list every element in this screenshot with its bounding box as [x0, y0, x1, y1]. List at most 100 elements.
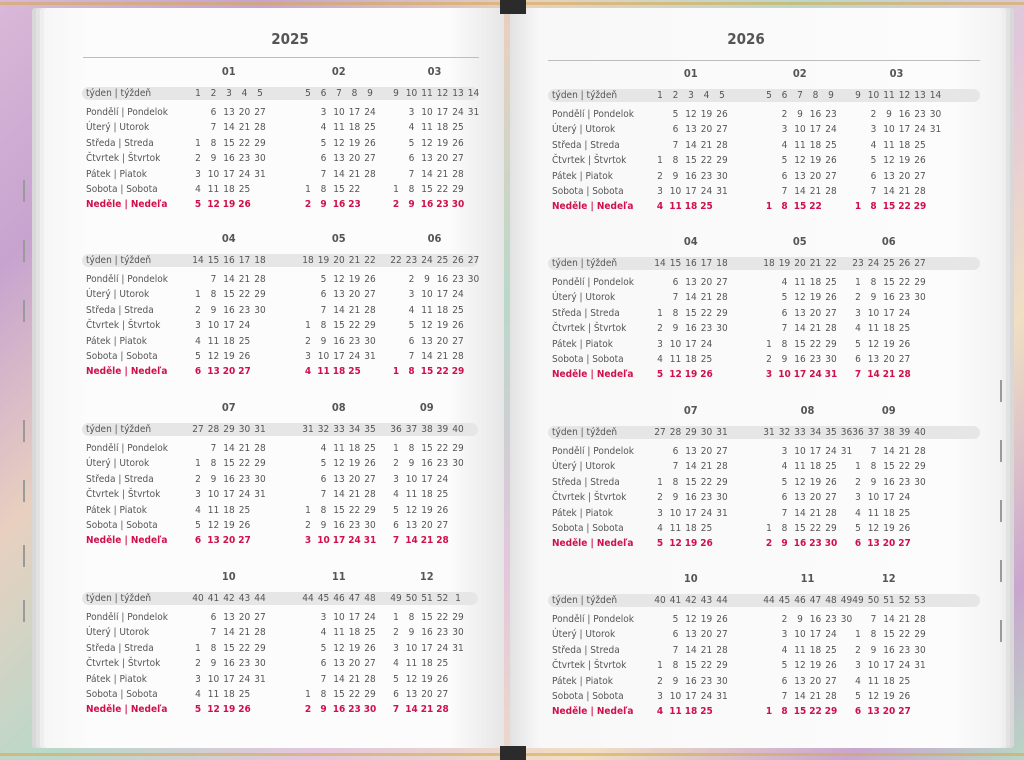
- day-number: 27: [364, 289, 376, 301]
- week-number: 41: [669, 595, 682, 606]
- day-number: 26: [716, 109, 728, 120]
- day-number: 2: [657, 675, 663, 687]
- day-number: 19: [421, 673, 433, 685]
- day-number: 10: [207, 673, 220, 685]
- day-number: 20: [222, 535, 236, 547]
- day-number: 13: [685, 124, 697, 136]
- day-number: 14: [405, 535, 418, 547]
- weekday-label: Sobota | Sobota: [552, 691, 624, 702]
- day-number: 5: [855, 523, 861, 534]
- day-number: 1: [766, 338, 772, 350]
- week-number: 15: [669, 258, 682, 269]
- page-tab-marker: [1000, 560, 1002, 582]
- day-number: 10: [207, 320, 220, 332]
- week-number: 12: [898, 90, 911, 101]
- day-number: 6: [210, 612, 217, 623]
- week-number: 33: [794, 427, 806, 438]
- week-number: 30: [238, 424, 251, 435]
- week-band: [548, 89, 980, 102]
- day-number: 4: [855, 675, 861, 687]
- weekday-label: Pátek | Piatok: [86, 504, 147, 516]
- day-number: 1: [657, 307, 663, 319]
- day-number: 22: [700, 155, 713, 167]
- day-number: 5: [870, 155, 877, 167]
- day-number: 27: [716, 446, 728, 457]
- week-number: 10: [867, 90, 880, 101]
- month-title: 08: [800, 404, 815, 417]
- day-number: 14: [421, 168, 433, 180]
- day-number: 4: [195, 504, 201, 516]
- weekday-label: Neděle | Nedeľa: [86, 366, 168, 378]
- day-number: 29: [825, 338, 837, 350]
- month-title: 11: [331, 570, 346, 583]
- day-number: 6: [854, 706, 862, 718]
- day-number: 27: [914, 170, 926, 182]
- weekday-label: Úterý | Utorok: [552, 629, 616, 641]
- day-number: 14: [223, 627, 235, 639]
- year-divider: [548, 60, 980, 61]
- day-number: 21: [238, 443, 251, 454]
- day-number: 15: [421, 184, 433, 195]
- day-number: 10: [317, 535, 330, 547]
- day-number: 9: [408, 199, 415, 211]
- week-number: 24: [867, 258, 880, 269]
- day-number: 20: [436, 335, 449, 347]
- weekday-label: Pondělí | Pondelok: [552, 109, 635, 120]
- day-number: 30: [840, 614, 853, 625]
- weekday-label: Pondělí | Pondelok: [86, 274, 169, 285]
- month-title: 05: [792, 235, 807, 248]
- day-number: 27: [716, 277, 728, 288]
- day-number: 10: [794, 124, 806, 136]
- week-number: 36: [852, 427, 864, 438]
- week-number: 4: [703, 90, 710, 101]
- day-number: 12: [685, 614, 697, 625]
- day-number: 29: [716, 307, 728, 319]
- day-number: 17: [685, 507, 697, 519]
- day-number: 3: [855, 307, 861, 319]
- day-number: 24: [825, 124, 837, 136]
- day-number: 3: [408, 107, 415, 118]
- day-number: 18: [421, 658, 433, 670]
- day-number: 20: [809, 307, 822, 319]
- day-number: 18: [809, 461, 822, 473]
- week-number: 26: [452, 255, 464, 266]
- week-number: 3: [226, 88, 232, 99]
- year-title: 2025: [271, 30, 309, 48]
- day-number: 26: [364, 642, 376, 654]
- day-number: 9: [210, 473, 217, 485]
- day-number: 20: [238, 107, 251, 118]
- day-number: 9: [320, 199, 327, 211]
- day-number: 24: [809, 369, 822, 381]
- month-title: 08: [331, 401, 346, 414]
- day-number: 2: [393, 627, 399, 639]
- day-number: 10: [867, 307, 880, 319]
- day-number: 6: [672, 446, 679, 457]
- day-number: 8: [672, 660, 679, 672]
- day-number: 17: [333, 351, 345, 362]
- day-number: 14: [794, 691, 806, 702]
- week-number: 14: [467, 88, 480, 99]
- day-number: 22: [348, 689, 361, 700]
- weekday-label: Neděle | Nedeľa: [86, 535, 168, 547]
- day-number: 30: [363, 704, 377, 716]
- weekday-label: Čtvrtek | Štvrtok: [552, 492, 627, 504]
- day-number: 20: [700, 124, 713, 136]
- weekday-label: Čtvrtek | Štvrtok: [552, 155, 627, 167]
- day-number: 8: [320, 504, 327, 516]
- month-title: 01: [683, 67, 698, 80]
- day-number: 4: [393, 489, 399, 501]
- day-number: 13: [333, 153, 345, 165]
- day-number: 22: [700, 307, 713, 319]
- day-number: 22: [700, 660, 713, 672]
- day-number: 30: [716, 675, 728, 687]
- day-number: 16: [685, 170, 697, 182]
- day-number: 21: [809, 507, 822, 519]
- day-number: 13: [421, 335, 433, 347]
- day-number: 23: [238, 658, 251, 670]
- day-number: 17: [685, 186, 697, 197]
- day-number: 22: [348, 320, 361, 332]
- week-number: 2: [672, 90, 679, 101]
- day-number: 25: [898, 323, 911, 335]
- day-number: 13: [794, 307, 806, 319]
- day-number: 25: [364, 122, 376, 134]
